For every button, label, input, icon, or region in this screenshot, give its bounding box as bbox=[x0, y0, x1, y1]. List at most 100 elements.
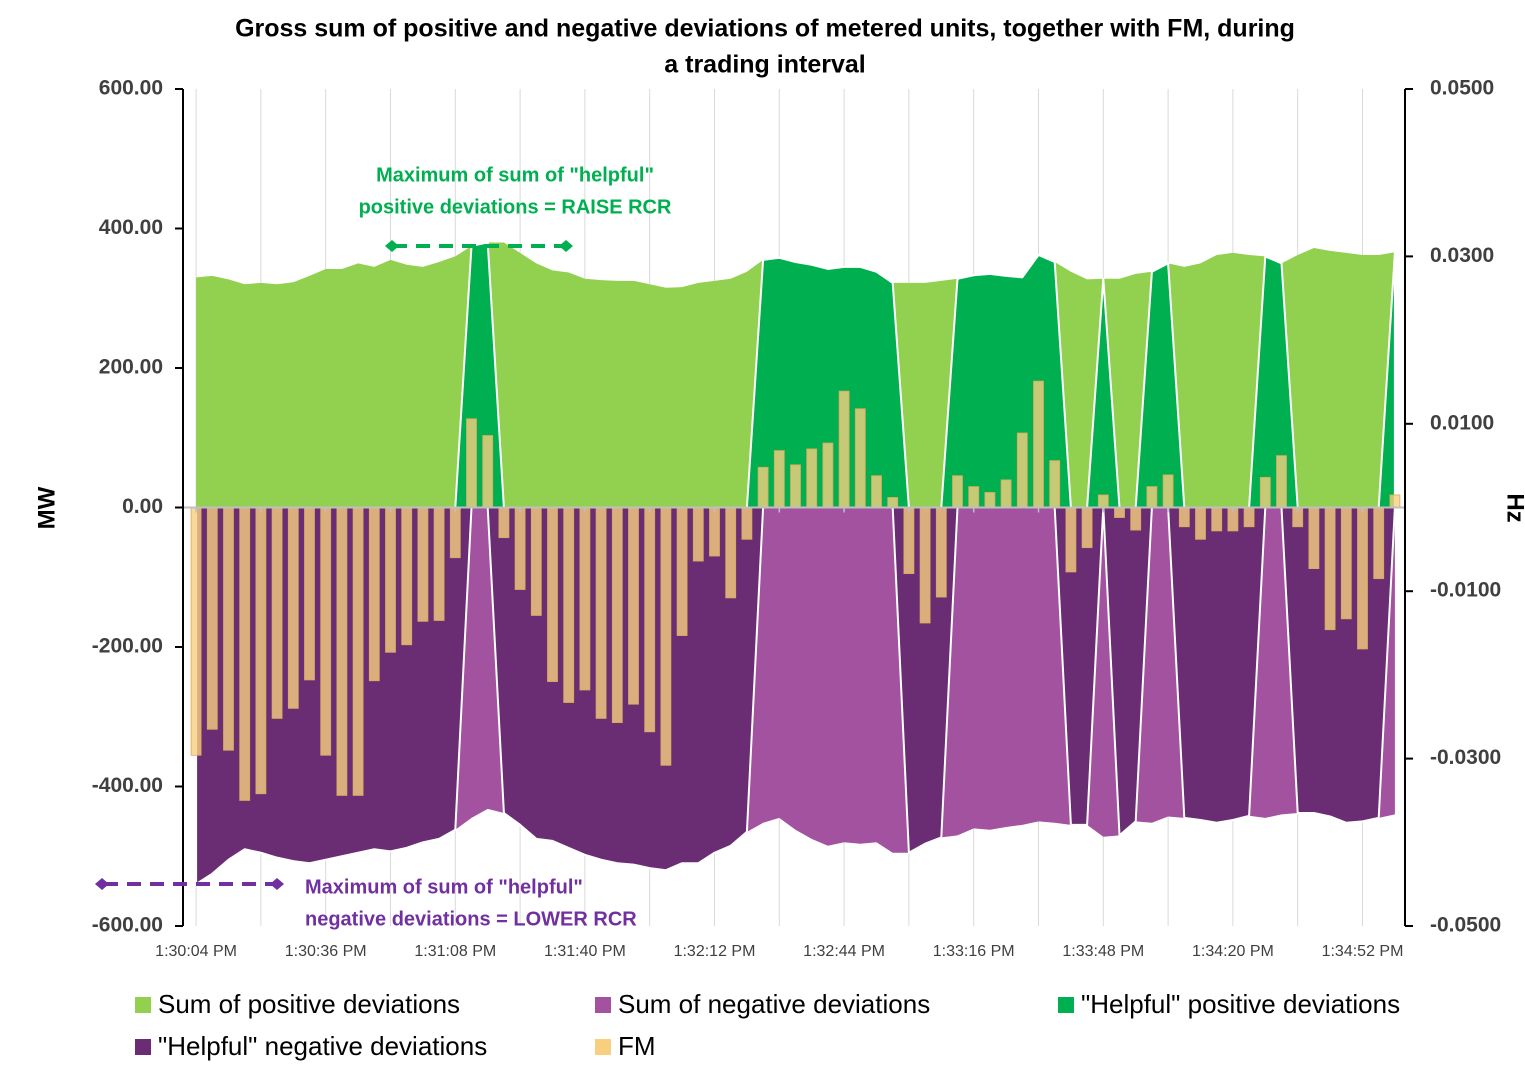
bar bbox=[806, 448, 818, 508]
bar bbox=[271, 507, 283, 719]
bar bbox=[1243, 507, 1255, 528]
y2-tick-label: -0.0500 bbox=[1430, 914, 1501, 937]
legend-swatch bbox=[135, 997, 151, 1013]
bar bbox=[1033, 380, 1044, 508]
bar bbox=[417, 507, 429, 622]
bar bbox=[709, 507, 720, 557]
bar bbox=[1340, 507, 1352, 620]
bar bbox=[790, 464, 801, 508]
y-tick-label: 600.00 bbox=[99, 77, 163, 100]
bar bbox=[660, 507, 672, 766]
legend-swatch bbox=[595, 1039, 611, 1055]
legend-label: Sum of negative deviations bbox=[618, 989, 930, 1019]
y2-tick-label: 0.0500 bbox=[1430, 77, 1494, 100]
bar bbox=[935, 507, 947, 598]
bar bbox=[1308, 507, 1320, 570]
legend-label: Sum of positive deviations bbox=[158, 989, 460, 1019]
bar bbox=[1081, 507, 1093, 549]
legend-swatch bbox=[135, 1039, 151, 1055]
legend-label: FM bbox=[618, 1031, 656, 1061]
bar bbox=[255, 507, 267, 795]
bar bbox=[1211, 507, 1223, 532]
bar bbox=[1146, 486, 1158, 508]
bar bbox=[1276, 455, 1287, 508]
bar bbox=[352, 507, 364, 796]
bar bbox=[741, 507, 753, 540]
chart-title: Gross sum of positive and negative devia… bbox=[235, 15, 1295, 43]
bar bbox=[644, 507, 656, 733]
x-tick-label: 1:32:44 PM bbox=[803, 943, 885, 960]
bar bbox=[1065, 507, 1077, 573]
bar bbox=[1000, 479, 1012, 508]
x-tick-label: 1:34:52 PM bbox=[1322, 943, 1404, 960]
y-tick-label: 200.00 bbox=[99, 356, 163, 379]
bar bbox=[336, 507, 348, 796]
y2-tick-label: -0.0300 bbox=[1430, 746, 1501, 769]
bar bbox=[1162, 474, 1174, 508]
y2-tick-label: 0.0100 bbox=[1430, 411, 1494, 434]
chart-title: a trading interval bbox=[664, 51, 865, 79]
bar bbox=[773, 450, 785, 508]
legend-label: "Helpful" positive deviations bbox=[1081, 989, 1400, 1019]
bar bbox=[822, 442, 834, 508]
bar bbox=[919, 507, 931, 624]
bar bbox=[1324, 507, 1336, 631]
bar bbox=[838, 390, 850, 508]
x-tick-label: 1:31:40 PM bbox=[544, 943, 626, 960]
bar bbox=[401, 507, 413, 646]
bar bbox=[223, 507, 234, 751]
bar bbox=[952, 475, 963, 508]
bar bbox=[466, 418, 477, 508]
bar bbox=[514, 507, 526, 590]
y2-tick-label: 0.0300 bbox=[1430, 244, 1494, 267]
x-tick-label: 1:32:12 PM bbox=[674, 943, 756, 960]
y2-axis-title: Hz bbox=[1502, 493, 1525, 522]
bar bbox=[1049, 460, 1061, 508]
plot-area bbox=[190, 89, 1401, 926]
annotation: Maximum of sum of "helpful" bbox=[305, 876, 583, 898]
overlay bbox=[95, 240, 573, 890]
bar bbox=[871, 475, 882, 508]
annotation: negative deviations = LOWER RCR bbox=[305, 908, 637, 930]
bar bbox=[1195, 507, 1206, 540]
bar bbox=[968, 486, 980, 508]
bar bbox=[854, 408, 866, 508]
x-tick-label: 1:30:36 PM bbox=[285, 943, 367, 960]
annotation: positive deviations = RAISE RCR bbox=[359, 196, 672, 218]
bar bbox=[1016, 432, 1028, 508]
bar bbox=[530, 507, 542, 616]
x-tick-label: 1:33:48 PM bbox=[1062, 943, 1144, 960]
legend-swatch bbox=[595, 997, 611, 1013]
bar bbox=[757, 466, 769, 508]
bar bbox=[628, 507, 639, 705]
bar bbox=[676, 507, 688, 636]
legend-swatch bbox=[1058, 997, 1074, 1013]
bar bbox=[1130, 507, 1142, 531]
bar bbox=[1389, 494, 1401, 508]
bar bbox=[190, 507, 202, 756]
x-tick-label: 1:30:04 PM bbox=[155, 943, 237, 960]
bar bbox=[1357, 507, 1368, 650]
bar bbox=[1178, 507, 1190, 528]
bar bbox=[304, 507, 315, 681]
bar bbox=[887, 497, 899, 508]
bar bbox=[1259, 476, 1271, 508]
bar bbox=[547, 507, 558, 682]
bar bbox=[984, 492, 996, 508]
bar bbox=[611, 507, 623, 724]
bar bbox=[239, 507, 251, 801]
bar bbox=[725, 507, 737, 599]
bar bbox=[563, 507, 575, 703]
bar bbox=[595, 507, 607, 719]
x-tick-label: 1:34:20 PM bbox=[1192, 943, 1274, 960]
bar bbox=[433, 507, 445, 621]
y-axis-title: MW bbox=[33, 486, 60, 529]
y-tick-label: -400.00 bbox=[92, 774, 163, 797]
bar bbox=[1373, 507, 1385, 580]
legend-label: "Helpful" negative deviations bbox=[158, 1031, 487, 1061]
y-tick-label: 400.00 bbox=[99, 216, 163, 239]
x-tick-label: 1:33:16 PM bbox=[933, 943, 1015, 960]
bar bbox=[385, 507, 396, 653]
annotation: Maximum of sum of "helpful" bbox=[376, 164, 654, 186]
